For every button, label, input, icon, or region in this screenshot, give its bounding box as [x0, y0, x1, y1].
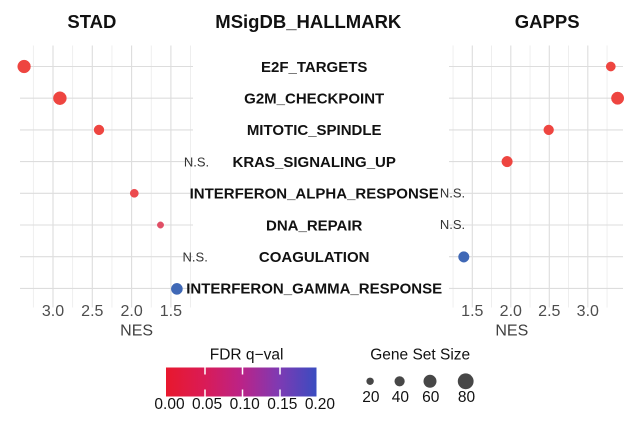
svg-text:INTERFERON_ALPHA_RESPONSE: INTERFERON_ALPHA_RESPONSE: [190, 186, 439, 203]
svg-text:2.0: 2.0: [500, 303, 522, 320]
svg-text:60: 60: [422, 389, 440, 406]
svg-text:2.5: 2.5: [81, 303, 103, 320]
svg-text:0.05: 0.05: [192, 396, 222, 413]
svg-text:N.S.: N.S.: [440, 186, 465, 201]
svg-text:GAPPS: GAPPS: [515, 11, 580, 32]
svg-text:G2M_CHECKPOINT: G2M_CHECKPOINT: [244, 91, 384, 108]
svg-text:80: 80: [458, 389, 476, 406]
svg-text:N.S.: N.S.: [440, 217, 465, 232]
svg-text:Gene Set Size: Gene Set Size: [370, 347, 470, 364]
svg-text:3.0: 3.0: [42, 303, 64, 320]
svg-text:MITOTIC_SPINDLE: MITOTIC_SPINDLE: [247, 122, 382, 139]
svg-text:E2F_TARGETS: E2F_TARGETS: [261, 59, 367, 76]
svg-text:0.10: 0.10: [230, 396, 261, 413]
svg-text:STAD: STAD: [67, 11, 116, 32]
svg-text:2.0: 2.0: [120, 303, 142, 320]
svg-text:INTERFERON_GAMMA_RESPONSE: INTERFERON_GAMMA_RESPONSE: [186, 281, 442, 298]
svg-text:COAGULATION: COAGULATION: [259, 249, 370, 266]
svg-text:NES: NES: [120, 323, 153, 340]
svg-text:0.20: 0.20: [305, 396, 336, 413]
svg-text:2.5: 2.5: [538, 303, 560, 320]
svg-text:DNA_REPAIR: DNA_REPAIR: [266, 217, 363, 234]
svg-text:NES: NES: [495, 323, 528, 340]
svg-text:MSigDB_HALLMARK: MSigDB_HALLMARK: [215, 11, 402, 32]
svg-text:40: 40: [392, 389, 410, 406]
svg-text:3.0: 3.0: [577, 303, 599, 320]
svg-text:20: 20: [362, 389, 380, 406]
svg-text:N.S.: N.S.: [183, 249, 208, 264]
svg-text:1.5: 1.5: [160, 303, 182, 320]
svg-text:KRAS_SIGNALING_UP: KRAS_SIGNALING_UP: [233, 154, 396, 171]
svg-text:0.00: 0.00: [154, 396, 185, 413]
svg-text:1.5: 1.5: [461, 303, 483, 320]
svg-text:0.15: 0.15: [267, 396, 297, 413]
svg-text:N.S.: N.S.: [184, 154, 209, 169]
svg-text:FDR q−val: FDR q−val: [210, 347, 284, 364]
